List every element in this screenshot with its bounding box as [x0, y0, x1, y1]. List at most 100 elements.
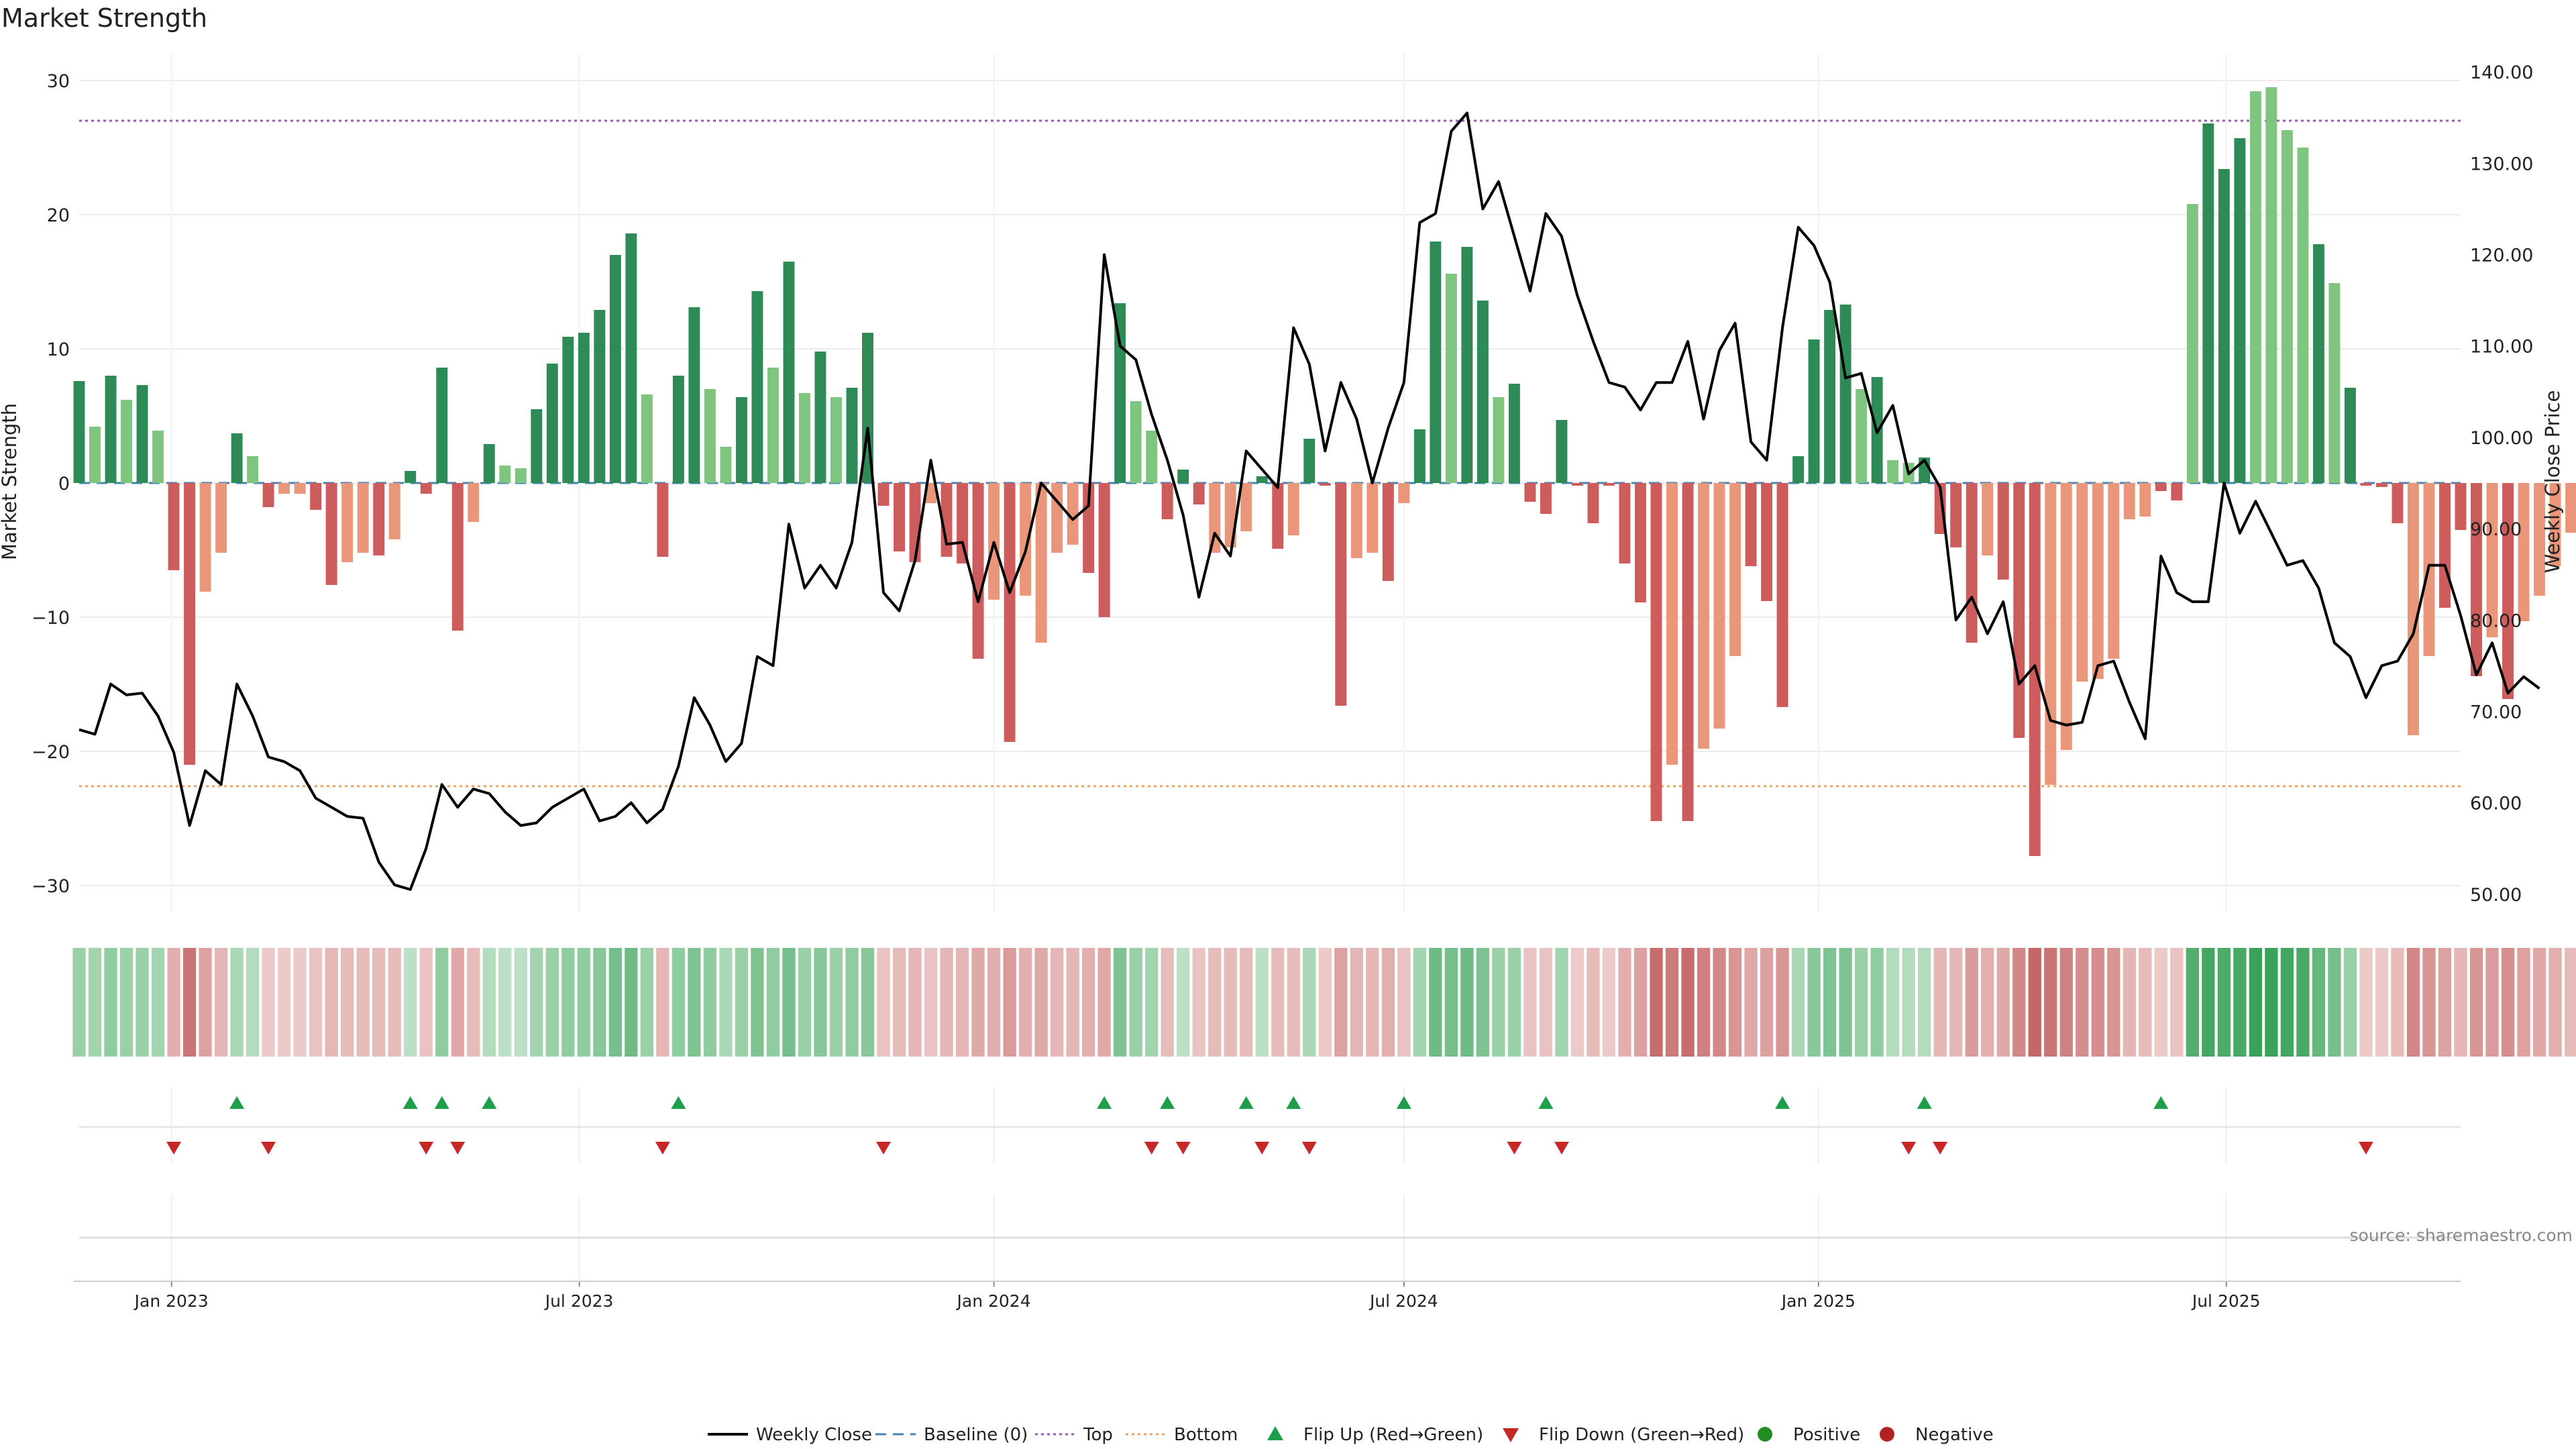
- strength-bar: [136, 385, 148, 483]
- strength-bar: [105, 376, 117, 483]
- heat-cell: [1713, 948, 1726, 1057]
- heat-cell: [1255, 948, 1269, 1057]
- strength-bar: [2312, 244, 2324, 483]
- heat-cell: [104, 948, 117, 1057]
- heat-cell: [2265, 948, 2278, 1057]
- heat-cell: [2517, 948, 2530, 1057]
- strength-bar: [357, 483, 369, 553]
- y2-tick-label: 80.00: [2470, 610, 2522, 631]
- heat-cell: [814, 948, 827, 1057]
- heat-cell: [1839, 948, 1852, 1057]
- strength-bar: [1997, 483, 2009, 580]
- strength-bar: [2344, 388, 2356, 483]
- reference-lines: [79, 119, 2461, 788]
- heat-cell: [2280, 948, 2294, 1057]
- heat-cell: [1587, 948, 1600, 1057]
- strength-bar: [1209, 483, 1221, 553]
- strength-bar: [2139, 483, 2151, 517]
- heat-cell: [451, 948, 464, 1057]
- x-tick-label: Jul 2023: [544, 1291, 614, 1311]
- strength-bar: [1887, 460, 1899, 483]
- strength-bar: [1193, 483, 1205, 504]
- strength-bar: [388, 483, 400, 539]
- strength-bar: [2455, 483, 2467, 530]
- strength-bar: [1035, 483, 1047, 643]
- legend: Weekly Close Baseline (0) Top Bottom Flip Up…: [708, 1425, 1994, 1445]
- axes: 30 20 10 0 −10 −20 −30 140.00 130.00 120.00 110.00…: [32, 62, 2533, 906]
- heat-cell: [88, 948, 102, 1057]
- heat-cell: [782, 948, 796, 1057]
- strength-bar: [1051, 483, 1063, 553]
- price-line-group: [78, 111, 2540, 891]
- heat-cell: [1965, 948, 1978, 1057]
- strength-bar: [2108, 483, 2120, 659]
- heat-cell: [625, 948, 638, 1057]
- heat-cell: [1034, 948, 1048, 1057]
- heat-cell: [277, 948, 291, 1057]
- strength-bar: [1635, 483, 1646, 602]
- heat-cell: [293, 948, 307, 1057]
- legend-swatch-down-icon: [1503, 1428, 1519, 1442]
- strength-bar: [2549, 483, 2561, 566]
- flip-up-marker: [2153, 1096, 2169, 1109]
- legend-item: Flip Up (Red→Green): [1267, 1425, 1483, 1445]
- heat-cell: [388, 948, 401, 1057]
- flip-up-marker: [1160, 1096, 1175, 1109]
- heat-cell: [1870, 948, 1884, 1057]
- heat-cell: [2012, 948, 2026, 1057]
- strength-bar: [1682, 483, 1694, 821]
- strength-bar: [325, 483, 337, 585]
- strength-bar: [846, 388, 858, 483]
- y-tick-label: −30: [32, 876, 70, 897]
- heat-cell: [561, 948, 575, 1057]
- y-tick-label: 20: [47, 205, 70, 226]
- heat-cell: [1886, 948, 1900, 1057]
- strength-bar: [1619, 483, 1631, 564]
- strength-bar: [2218, 169, 2230, 483]
- strength-bar: [2375, 483, 2387, 487]
- flip-up-marker: [482, 1096, 497, 1109]
- strength-bar: [184, 483, 196, 765]
- heat-cell: [1744, 948, 1758, 1057]
- strength-bar: [1571, 483, 1583, 486]
- legend-label: Positive: [1793, 1425, 1860, 1445]
- strength-bar: [1098, 483, 1110, 617]
- strength-bar: [2060, 483, 2072, 750]
- heat-cell: [230, 948, 244, 1057]
- heat-cell: [2028, 948, 2041, 1057]
- chart-title: Market Strength: [1, 3, 207, 33]
- strength-bar: [451, 483, 464, 631]
- strength-bar: [2392, 483, 2404, 523]
- legend-label: Flip Up (Red→Green): [1303, 1425, 1483, 1445]
- heat-cell: [1145, 948, 1159, 1057]
- heat-cell: [214, 948, 228, 1057]
- heat-cell: [1397, 948, 1411, 1057]
- strength-bar: [1650, 483, 1662, 821]
- flip-down-marker: [1933, 1142, 1948, 1155]
- strength-bar: [751, 291, 763, 483]
- flip-up-marker: [434, 1096, 449, 1109]
- heat-cell: [72, 948, 86, 1057]
- flip-up-marker: [671, 1096, 686, 1109]
- strength-bar: [941, 483, 953, 557]
- heat-cell: [1129, 948, 1142, 1057]
- legend-label: Negative: [1915, 1425, 1994, 1445]
- heat-cell: [1650, 948, 1663, 1057]
- heat-cell: [1555, 948, 1568, 1057]
- heat-cell: [325, 948, 338, 1057]
- heat-cell: [404, 948, 417, 1057]
- x-tick-label: Jan 2024: [956, 1291, 1031, 1311]
- strength-bar: [2471, 483, 2482, 676]
- strength-bar: [735, 397, 747, 483]
- strength-bar: [1824, 310, 1836, 483]
- strength-bar: [1508, 384, 1520, 483]
- strength-bar: [1587, 483, 1599, 523]
- y-tick-label: 30: [47, 71, 70, 92]
- heat-cell: [372, 948, 386, 1057]
- strength-bar: [925, 483, 936, 503]
- heat-cell: [309, 948, 323, 1057]
- strength-bar: [73, 381, 85, 483]
- legend-label: Top: [1083, 1425, 1113, 1445]
- strength-bar: [894, 483, 905, 551]
- strength-bar: [1146, 431, 1158, 483]
